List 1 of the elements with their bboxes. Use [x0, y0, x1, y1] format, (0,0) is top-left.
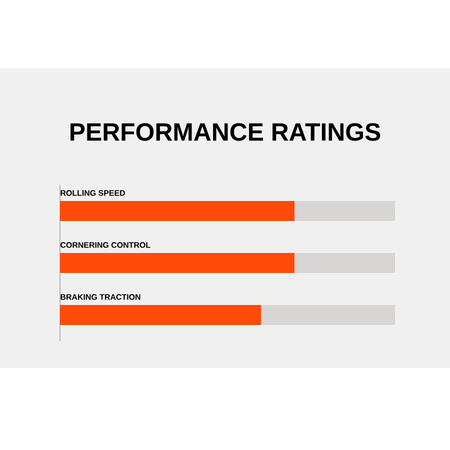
chart-title: PERFORMANCE RATINGS	[70, 123, 380, 141]
